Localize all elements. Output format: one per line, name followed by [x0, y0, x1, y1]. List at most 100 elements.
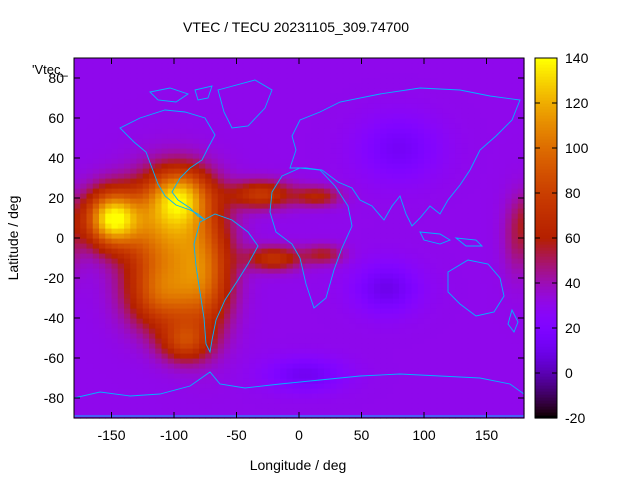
heat-cell: [349, 373, 356, 379]
heat-cell: [380, 298, 388, 304]
heat-cell: [361, 143, 369, 149]
heat-cell: [286, 293, 294, 299]
heat-cell: [299, 288, 306, 294]
heat-cell: [149, 263, 156, 269]
heat-cell: [117, 138, 125, 144]
heat-cell: [442, 273, 450, 279]
heat-cell: [99, 128, 106, 134]
heat-cell: [236, 283, 244, 289]
heat-cell: [474, 213, 481, 219]
heat-cell: [349, 198, 356, 204]
heat-cell: [136, 308, 144, 314]
heat-cell: [86, 228, 94, 234]
heat-cell: [217, 128, 225, 134]
heat-cell: [180, 153, 188, 159]
heat-cell: [430, 318, 438, 324]
heat-cell: [192, 178, 200, 184]
heat-cell: [480, 253, 488, 259]
heat-cell: [486, 278, 494, 284]
heat-cell: [405, 263, 413, 269]
heat-cell: [142, 408, 150, 414]
heat-cell: [361, 298, 369, 304]
heat-cell: [430, 333, 438, 339]
heat-cell: [461, 228, 469, 234]
heat-cell: [417, 373, 425, 379]
heat-cell: [249, 378, 256, 384]
heat-cell: [442, 88, 450, 94]
heat-cell: [267, 283, 275, 289]
heat-cell: [330, 303, 338, 309]
heat-cell: [511, 338, 519, 344]
heat-cell: [405, 178, 413, 184]
heat-cell: [130, 263, 138, 269]
heat-cell: [330, 338, 338, 344]
heat-cell: [224, 393, 231, 399]
heat-cell: [424, 388, 431, 394]
heat-cell: [230, 293, 238, 299]
heat-cell: [449, 338, 456, 344]
heat-cell: [367, 358, 375, 364]
heat-cell: [261, 268, 269, 274]
heat-cell: [492, 203, 500, 209]
heat-cell: [224, 208, 231, 214]
heat-cell: [517, 333, 525, 339]
heat-cell: [424, 393, 431, 399]
heat-cell: [155, 388, 163, 394]
heat-cell: [399, 73, 406, 79]
heat-cell: [249, 183, 256, 189]
heat-cell: [205, 378, 213, 384]
heat-cell: [417, 128, 425, 134]
heat-cell: [505, 398, 513, 404]
heat-cell: [324, 73, 331, 79]
heat-cell: [349, 263, 356, 269]
heat-cell: [424, 253, 431, 259]
heat-cell: [211, 273, 219, 279]
heat-cell: [199, 383, 206, 389]
heat-cell: [124, 293, 131, 299]
heat-cell: [330, 293, 338, 299]
heat-cell: [117, 228, 125, 234]
heat-cell: [211, 88, 219, 94]
heat-cell: [149, 398, 156, 404]
heat-cell: [99, 353, 106, 359]
heat-cell: [230, 93, 238, 99]
heat-cell: [280, 373, 288, 379]
heat-cell: [286, 373, 294, 379]
heat-cell: [267, 373, 275, 379]
heat-cell: [174, 363, 181, 369]
heat-cell: [105, 303, 113, 309]
heat-cell: [399, 313, 406, 319]
heat-cell: [299, 73, 306, 79]
heat-cell: [436, 383, 444, 389]
heat-cell: [386, 158, 394, 164]
heat-cell: [442, 108, 450, 114]
heat-cell: [367, 263, 375, 269]
heat-cell: [392, 323, 400, 329]
heat-cell: [449, 378, 456, 384]
heat-cell: [505, 298, 513, 304]
heat-cell: [399, 198, 406, 204]
heat-cell: [480, 148, 488, 154]
heat-cell: [142, 383, 150, 389]
heat-cell: [442, 343, 450, 349]
heat-cell: [336, 213, 344, 219]
heat-cell: [261, 223, 269, 229]
heat-cell: [161, 153, 169, 159]
heat-cell: [236, 118, 244, 124]
heat-cell: [517, 228, 525, 234]
heat-cell: [499, 228, 506, 234]
heat-cell: [99, 213, 106, 219]
heat-cell: [292, 98, 300, 104]
heat-cell: [167, 398, 175, 404]
heat-cell: [180, 318, 188, 324]
heat-cell: [80, 308, 88, 314]
heat-cell: [492, 393, 500, 399]
heat-cell: [492, 278, 500, 284]
heat-cell: [142, 238, 150, 244]
heat-cell: [305, 343, 313, 349]
heat-cell: [336, 118, 344, 124]
heat-cell: [167, 208, 175, 214]
heat-cell: [205, 88, 213, 94]
heat-cell: [311, 303, 319, 309]
heat-cell: [449, 78, 456, 84]
